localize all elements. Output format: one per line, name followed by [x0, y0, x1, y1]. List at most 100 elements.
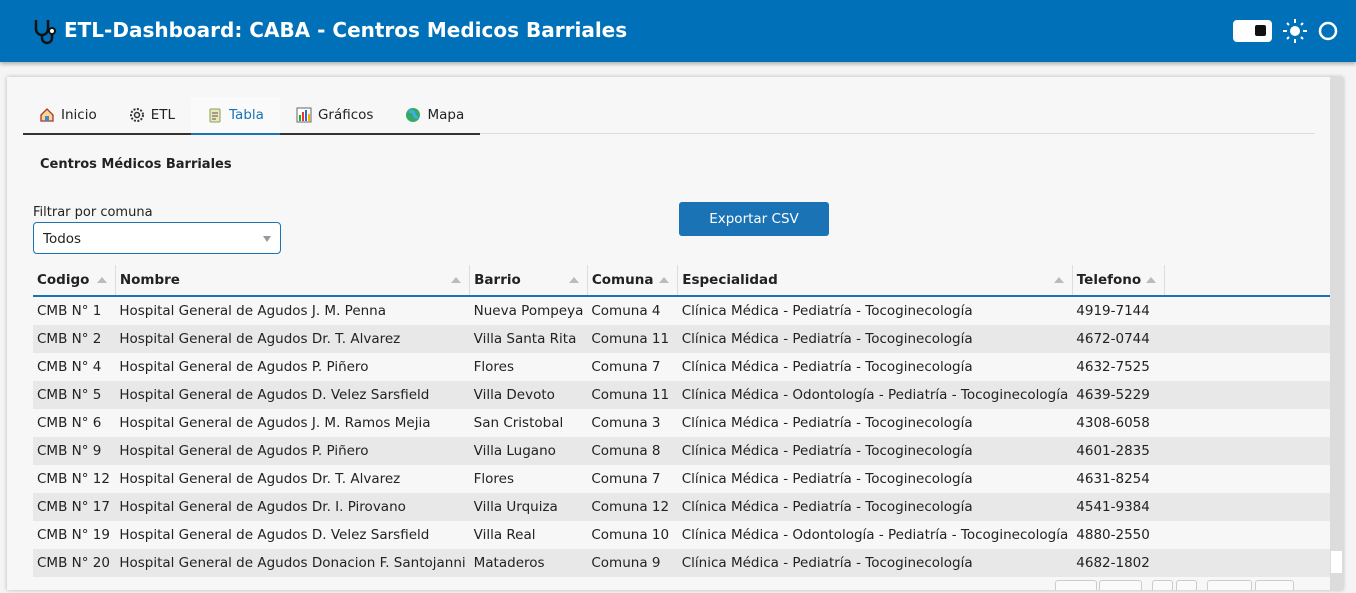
table-cell: Comuna 7: [591, 359, 661, 375]
column-title: Barrio: [474, 272, 521, 288]
cell-filler: [1164, 549, 1343, 577]
table-cell: Clínica Médica - Odontología - Pediatría…: [677, 381, 1073, 409]
sort-arrow: [1053, 277, 1064, 283]
table-row: CMB N° 9 Hospital General de Agudos P. Pi…: [33, 437, 1343, 465]
table-cell: Villa Devoto: [469, 381, 588, 409]
table-cell: CMB N° 20: [33, 549, 116, 577]
table-cell: Comuna 11: [587, 325, 678, 353]
cell-filler: [1164, 437, 1343, 465]
table-row: CMB N° 19 Hospital General de Agudos D. V…: [33, 521, 1343, 549]
table-row: CMB N° 6 Hospital General de Agudos J. M.…: [33, 409, 1343, 437]
header-filler: [1164, 265, 1343, 297]
page-button[interactable]: [1099, 580, 1142, 590]
tab-icon: [39, 107, 55, 123]
table-cell: CMB N° 6: [37, 415, 102, 431]
tab-label: ETL: [150, 107, 176, 123]
column-title: Comuna: [591, 272, 654, 288]
table-cell: Clínica Médica - Pediatría - Tocoginecol…: [681, 415, 973, 431]
table-cell: Clínica Médica - Pediatría - Tocoginecol…: [677, 325, 1073, 353]
column-title: Telefono: [1076, 272, 1142, 288]
table-cell: CMB N° 5: [33, 381, 116, 409]
tab[interactable]: Tabla: [191, 97, 280, 135]
tab[interactable]: ETL: [113, 97, 191, 133]
page-button[interactable]: [1176, 580, 1197, 590]
table-row: CMB N° 2 Hospital General de Agudos Dr. T…: [33, 325, 1343, 353]
table-cell: 4672-0744: [1072, 325, 1165, 353]
filter-select[interactable]: Todos: [33, 222, 281, 254]
cell-filler: [1165, 353, 1343, 381]
table-cell: CMB N° 9: [33, 437, 116, 465]
theme-controls[interactable]: [1232, 18, 1342, 44]
table-cell: Hospital General de Agudos Donacion F. S…: [115, 549, 470, 577]
column-header[interactable]: Codigo: [33, 265, 116, 297]
column-header[interactable]: Barrio: [469, 265, 588, 297]
column-header[interactable]: Telefono: [1072, 265, 1166, 297]
column-title: Nombre: [119, 272, 180, 288]
tab[interactable]: Gráficos: [280, 97, 390, 133]
table-row: CMB N° 12 Hospital General de Agudos Dr. …: [33, 465, 1343, 493]
export-button[interactable]: Exportar CSV: [679, 202, 829, 236]
table-cell: Comuna 11: [587, 381, 678, 409]
cell-filler: [1164, 493, 1343, 521]
scroll-thumb: [1331, 551, 1342, 573]
table-cell: CMB N° 12: [37, 471, 110, 487]
table-cell: Hospital General de Agudos D. Velez Sars…: [119, 527, 430, 543]
tabs: Inicio ETL Tabla Gráficos Mapa: [23, 97, 481, 135]
table-cell: Comuna 12: [587, 493, 678, 521]
table-cell: Clínica Médica - Pediatría - Tocoginecol…: [677, 549, 1073, 577]
tab[interactable]: Mapa: [389, 97, 480, 133]
table-cell: San Cristobal: [473, 415, 564, 431]
tab-icon: [129, 107, 145, 123]
table-cell: 4308-6058: [1076, 415, 1150, 431]
table-cell: Hospital General de Agudos J. M. Penna: [119, 303, 387, 319]
table-row: CMB N° 5 Hospital General de Agudos D. Ve…: [33, 381, 1343, 409]
cell-filler: [1164, 381, 1343, 409]
table-cell: Villa Real: [473, 527, 536, 543]
table-cell: 4541-9384: [1072, 493, 1165, 521]
table-row: CMB N° 20 Hospital General de Agudos Dona…: [33, 549, 1343, 577]
page-button[interactable]: [1207, 580, 1252, 590]
table-cell: 4632-7525: [1076, 359, 1150, 375]
page-button[interactable]: [1255, 580, 1294, 590]
table-cell: 4639-5229: [1072, 381, 1165, 409]
table-cell: Comuna 10: [591, 527, 670, 543]
cell-filler: [1164, 325, 1343, 353]
sort-arrow: [1146, 277, 1157, 283]
table-cell: Nueva Pompeya: [473, 303, 584, 319]
select-value: Todos: [43, 231, 82, 247]
table-cell: Comuna 8: [587, 437, 678, 465]
column-title: Codigo: [37, 272, 90, 288]
table-cell: Clínica Médica - Pediatría - Tocoginecol…: [681, 303, 973, 319]
tab-icon: [296, 107, 312, 123]
column-header[interactable]: Nombre: [115, 265, 471, 297]
table-cell: Flores: [473, 359, 515, 375]
table-cell: CMB N° 19: [37, 527, 110, 543]
table-cell: 4631-8254: [1076, 471, 1150, 487]
column-header[interactable]: Especialidad: [677, 265, 1073, 297]
tab[interactable]: Inicio: [23, 97, 113, 133]
table-row: CMB N° 17 Hospital General de Agudos Dr. …: [33, 493, 1343, 521]
table-cell: Clínica Médica - Odontología - Pediatría…: [681, 527, 1069, 543]
sort-arrow: [451, 277, 462, 283]
table-cell: Hospital General de Agudos D. Velez Sars…: [115, 381, 470, 409]
tab-label: Tabla: [229, 107, 264, 123]
table-cell: CMB N° 1: [37, 303, 102, 319]
column-header[interactable]: Comuna: [587, 265, 679, 297]
table-cell: 4880-2550: [1076, 527, 1150, 543]
table-row: CMB N° 4 Hospital General de Agudos P. Pi…: [33, 353, 1343, 381]
page-button[interactable]: [1152, 580, 1173, 590]
table-cell: Villa Urquiza: [469, 493, 588, 521]
table-cell: 4682-1802: [1072, 549, 1165, 577]
table-cell: CMB N° 4: [37, 359, 102, 375]
table-cell: Hospital General de Agudos J. M. Ramos M…: [119, 415, 431, 431]
table-cell: Villa Lugano: [469, 437, 588, 465]
filter-label: Filtrar por comuna: [33, 205, 153, 220]
table-cell: Clínica Médica - Pediatría - Tocoginecol…: [677, 493, 1073, 521]
table-cell: Comuna 3: [591, 415, 661, 431]
tab-label: Gráficos: [317, 107, 374, 123]
table-cell: CMB N° 17: [33, 493, 116, 521]
tab-icon: [207, 107, 223, 123]
cell-filler: [1165, 296, 1343, 325]
page-button[interactable]: [1055, 580, 1097, 590]
